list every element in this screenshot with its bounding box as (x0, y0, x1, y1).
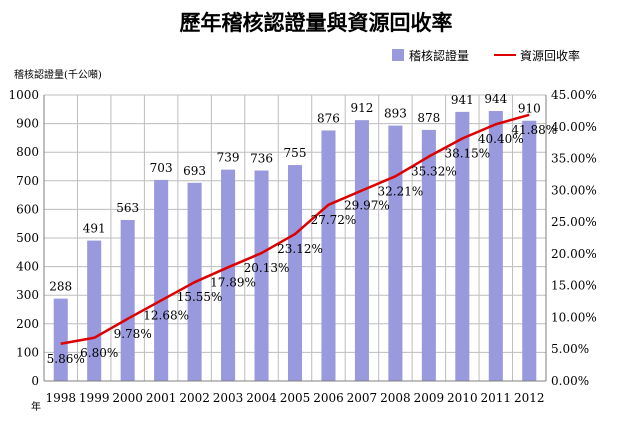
line-value-label: 5.86% (47, 352, 85, 366)
bar (154, 179, 169, 381)
line-value-label: 41.88% (511, 123, 557, 137)
y2-tick-label: 35.00% (551, 152, 597, 166)
line-value-label: 12.68% (143, 308, 189, 322)
line-value-label: 40.40% (478, 132, 524, 146)
bar-value-label: 910 (518, 102, 541, 116)
bar (488, 111, 503, 382)
bar-value-label: 693 (183, 164, 206, 178)
y2-tick-label: 0.00% (551, 374, 589, 388)
x-tick-label: 2007 (347, 391, 378, 405)
y-tick-label: 0 (31, 374, 39, 388)
line-series (60, 113, 530, 345)
y2-tick-label: 10.00% (551, 310, 597, 324)
x-axis-label: 年 (31, 400, 41, 413)
y-tick-label: 100 (16, 345, 39, 359)
bar-data-labels: 288 491 563 703 693 739 736 755 876 912 893 878 941 9… (49, 92, 540, 294)
bar-value-label: 876 (317, 111, 340, 125)
y-tick-label: 300 (16, 288, 39, 302)
x-tick-label: 2006 (313, 391, 344, 405)
y2-tick-label: 45.00% (551, 88, 597, 102)
y-tick-label: 500 (16, 231, 39, 245)
y2-tick-label: 15.00% (551, 279, 597, 293)
bar (120, 219, 135, 381)
line-value-label: 27.72% (311, 213, 357, 227)
bar-value-label: 941 (451, 93, 474, 107)
line-value-label: 32.21% (378, 184, 424, 198)
y-axis-label: 稽核認證量(千公噸) (14, 68, 102, 81)
bar-value-label: 491 (83, 222, 106, 236)
legend-bar-label: 稽核認證量 (409, 48, 469, 63)
line-value-label: 35.32% (411, 165, 457, 179)
x-tick-label: 2010 (447, 391, 478, 405)
y2-tick-label: 30.00% (551, 183, 597, 197)
bar (421, 129, 436, 381)
bar-series (53, 111, 537, 382)
bar (254, 170, 269, 381)
x-tick-label: 2001 (146, 391, 177, 405)
x-tick-label: 2009 (414, 391, 445, 405)
y-tick-label: 900 (16, 117, 39, 131)
bar (87, 240, 102, 381)
y-tick-label: 600 (16, 202, 39, 216)
bar (388, 125, 403, 382)
y-tick-label: 800 (16, 145, 39, 159)
legend-line-label: 資源回收率 (520, 48, 580, 63)
line-value-label: 38.15% (444, 147, 490, 161)
y2-tick-label: 5.00% (551, 342, 589, 356)
axes (43, 95, 547, 382)
y2-tick-label: 25.00% (551, 215, 597, 229)
bar-value-label: 563 (116, 201, 139, 215)
bar-value-label: 739 (217, 151, 240, 165)
bar-value-label: 736 (250, 152, 273, 166)
x-tick-label: 2011 (481, 391, 512, 405)
chart-title: 歷年稽核認證量與資源回收率 (180, 10, 453, 35)
y-axis-ticks: 0 100 200 300 400 500 600 700 800 900 1000 (8, 88, 39, 388)
y-tick-label: 1000 (8, 88, 39, 102)
bar (53, 298, 68, 381)
bar-value-label: 912 (350, 101, 373, 115)
y-tick-label: 700 (16, 174, 39, 188)
bar-value-label: 893 (384, 107, 407, 121)
y-tick-label: 200 (16, 317, 39, 331)
line-value-label: 29.97% (344, 199, 390, 213)
x-axis-ticks: 1998 1999 2000 2001 2002 2003 2004 2005 2006 2007… (45, 391, 544, 405)
bar-value-label: 703 (150, 161, 173, 175)
line-value-label: 17.89% (210, 275, 256, 289)
y2-tick-label: 40.00% (551, 120, 597, 134)
y-tick-label: 400 (16, 260, 39, 274)
x-tick-label: 2000 (112, 391, 143, 405)
bar-value-label: 878 (417, 111, 440, 125)
line-value-label: 20.13% (244, 261, 290, 275)
bar-value-label: 944 (484, 92, 507, 106)
y2-axis-ticks: 0.00% 5.00% 10.00% 15.00% 20.00% 25.00% 30.00%… (551, 88, 597, 388)
line-value-label: 23.12% (277, 242, 323, 256)
line-value-label: 6.80% (80, 346, 118, 360)
series-line (60, 113, 530, 345)
x-tick-label: 1998 (45, 391, 76, 405)
line-value-label: 15.55% (177, 290, 223, 304)
x-tick-label: 2004 (246, 391, 277, 405)
bar-value-label: 288 (49, 280, 72, 294)
bar (221, 169, 236, 381)
legend: 稽核認證量 資源回收率 (392, 48, 580, 63)
bar-value-label: 755 (284, 146, 307, 160)
bar (522, 120, 537, 382)
legend-bar-swatch (392, 49, 404, 61)
line-data-labels: 5.86%6.80% 9.78% 12.68% 15.55%17.89%20.13% 2… (47, 123, 557, 366)
x-tick-label: 1999 (79, 391, 110, 405)
x-tick-label: 2005 (280, 391, 311, 405)
line-value-label: 9.78% (114, 327, 152, 341)
x-tick-label: 2002 (179, 391, 210, 405)
y2-tick-label: 20.00% (551, 247, 597, 261)
x-tick-label: 2012 (514, 391, 545, 405)
bar (354, 120, 369, 381)
x-tick-label: 2008 (380, 391, 411, 405)
bar (455, 111, 470, 382)
bar (321, 130, 336, 381)
x-tick-label: 2003 (213, 391, 244, 405)
bar (287, 165, 303, 381)
